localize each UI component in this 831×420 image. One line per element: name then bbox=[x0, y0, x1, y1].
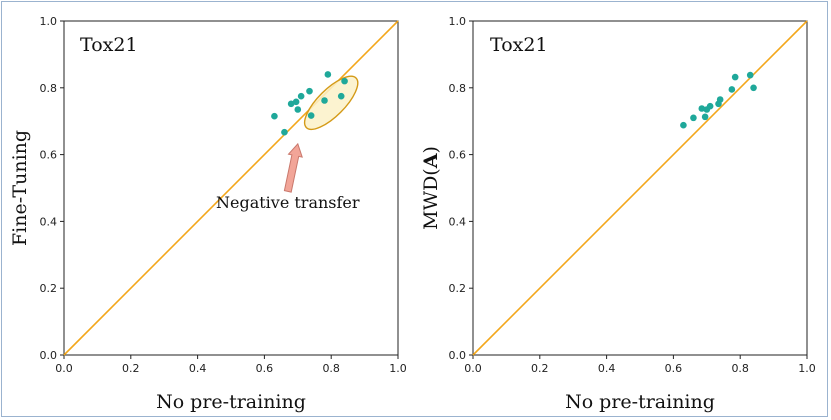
x-axis-ticks: 0.0 0.2 0.4 0.6 0.8 1.0 bbox=[464, 355, 816, 375]
data-points bbox=[271, 71, 348, 136]
data-point bbox=[306, 87, 313, 95]
data-point bbox=[287, 100, 295, 108]
y-tick-label: 0.6 bbox=[449, 149, 467, 162]
x-axis-label: No pre-training bbox=[565, 391, 715, 413]
y-label-bold: A bbox=[420, 153, 442, 169]
data-point bbox=[271, 112, 278, 120]
data-point bbox=[690, 114, 697, 122]
data-point bbox=[706, 102, 714, 110]
data-point bbox=[698, 105, 706, 112]
data-point bbox=[680, 121, 687, 129]
data-point bbox=[294, 106, 302, 113]
data-point bbox=[324, 71, 332, 78]
data-point bbox=[701, 113, 709, 121]
y-label-prefix: MWD( bbox=[420, 168, 442, 230]
x-tick-label: 0.4 bbox=[598, 362, 616, 375]
y-tick-label: 0.8 bbox=[449, 82, 467, 95]
data-point bbox=[731, 73, 739, 81]
y-tick-label: 0.2 bbox=[449, 282, 467, 295]
x-axis-label: No pre-training bbox=[156, 391, 306, 413]
annotation-arrow bbox=[283, 142, 303, 193]
annotation-label: Negative transfer bbox=[216, 193, 360, 212]
y-axis-label: Fine-Tuning bbox=[9, 130, 31, 246]
plot-area-frame bbox=[472, 20, 808, 356]
data-points bbox=[680, 71, 757, 129]
data-point bbox=[321, 97, 328, 104]
data-point bbox=[292, 98, 300, 106]
data-point bbox=[728, 86, 736, 93]
data-point bbox=[337, 92, 345, 100]
data-point bbox=[716, 96, 724, 103]
data-point bbox=[297, 92, 305, 100]
plot-area-frame bbox=[63, 20, 399, 356]
diagonal-line bbox=[472, 20, 808, 356]
y-tick-label: 0.0 bbox=[40, 349, 58, 362]
negative-transfer-ellipse bbox=[303, 75, 359, 131]
panel-title: Tox21 bbox=[490, 34, 548, 56]
x-tick-label: 0.8 bbox=[731, 362, 749, 375]
x-tick-label: 0.0 bbox=[55, 362, 73, 375]
y-axis-ticks: 0.0 0.2 0.4 0.6 0.8 1.0 bbox=[449, 15, 473, 362]
y-axis-label: MWD(A) bbox=[420, 146, 442, 230]
x-axis-ticks: 0.0 0.2 0.4 0.6 0.8 1.0 bbox=[55, 355, 407, 375]
y-tick-label: 0.4 bbox=[449, 215, 467, 228]
x-tick-label: 0.0 bbox=[464, 362, 482, 375]
panel-title: Tox21 bbox=[80, 34, 138, 56]
data-point bbox=[307, 112, 315, 119]
y-tick-label: 1.0 bbox=[40, 15, 58, 28]
y-tick-label: 0.2 bbox=[40, 282, 58, 295]
x-tick-label: 0.6 bbox=[665, 362, 683, 375]
panel-mwd: 0.0 0.2 0.4 0.6 0.8 1.0 0.0 0.2 0.4 0.6 0.8 1.0 To… bbox=[420, 15, 816, 413]
x-tick-label: 0.2 bbox=[122, 362, 140, 375]
y-tick-label: 0.8 bbox=[40, 82, 58, 95]
x-tick-label: 0.4 bbox=[189, 362, 207, 375]
y-tick-label: 0.6 bbox=[40, 149, 58, 162]
y-tick-label: 0.4 bbox=[40, 215, 58, 228]
x-tick-label: 0.6 bbox=[256, 362, 274, 375]
x-tick-label: 1.0 bbox=[389, 362, 407, 375]
y-tick-label: 0.0 bbox=[449, 349, 467, 362]
y-tick-label: 1.0 bbox=[449, 15, 467, 28]
y-label-suffix: ) bbox=[420, 146, 442, 153]
data-point bbox=[750, 84, 757, 92]
x-tick-label: 1.0 bbox=[798, 362, 816, 375]
y-axis-ticks: 0.0 0.2 0.4 0.6 0.8 1.0 bbox=[40, 15, 64, 362]
data-point bbox=[746, 71, 754, 79]
panel-fine-tuning: 0.0 0.2 0.4 0.6 0.8 1.0 0.0 0.2 0.4 0.6 0.8 1.0 Ne… bbox=[9, 15, 407, 413]
x-tick-label: 0.2 bbox=[531, 362, 549, 375]
data-point bbox=[281, 128, 288, 136]
x-tick-label: 0.8 bbox=[322, 362, 340, 375]
diagonal-line bbox=[63, 20, 399, 356]
data-point bbox=[341, 77, 348, 85]
